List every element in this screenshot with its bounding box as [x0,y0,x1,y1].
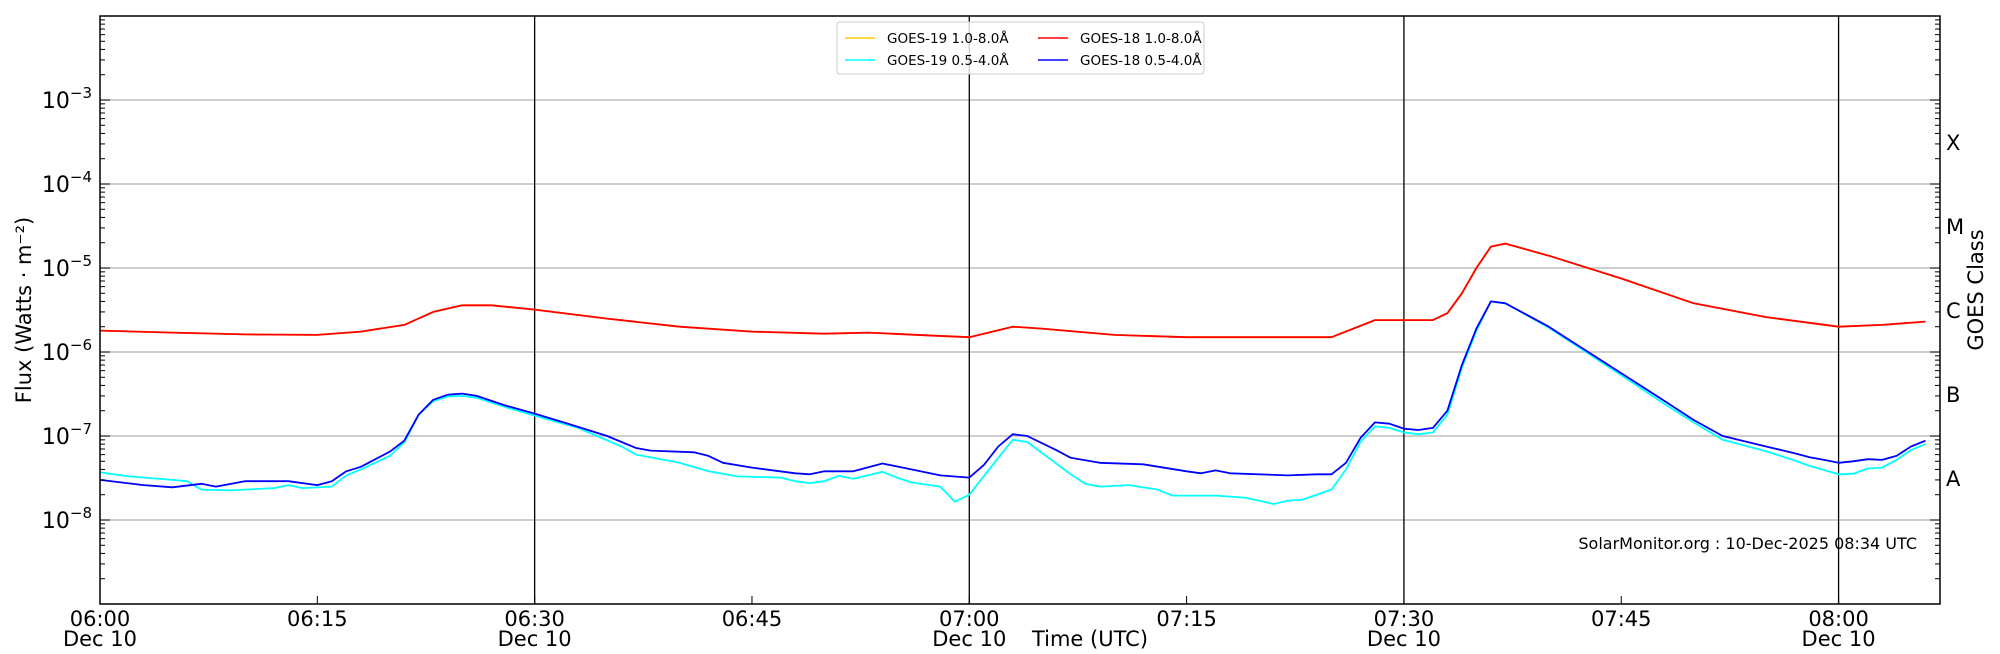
y2-axis-label: GOES Class [1964,229,1988,350]
y-tick-label: 10−8 [42,504,92,534]
plot-area [100,242,1926,505]
plot-frame [99,15,1941,605]
y-tick-base: 10 [42,341,70,366]
series-line-3 [100,300,1926,489]
legend-box [836,21,1205,75]
goes-class-labels: X M C B A [1946,131,1964,491]
x-tick-date: Dec 10 [1367,627,1441,650]
x-tick-label: 07:30 [1374,607,1435,631]
x-tick-label: 06:45 [722,607,783,631]
y-tick-label: 10−6 [42,336,92,366]
x-tick-date: Dec 10 [63,627,137,650]
legend-label: GOES-18 0.5-4.0Å [1080,52,1202,69]
y-tick-exponent: −6 [70,336,92,354]
x-tick-label: 08:00 [1808,607,1869,631]
goes-class-B: B [1946,383,1960,407]
series-lines [100,242,1926,505]
legend: GOES-19 1.0-8.0Å GOES-19 0.5-4.0Å GOES-18 … [836,21,1205,75]
source-annotation: SolarMonitor.org : 10-Dec-2025 08:34 UTC [1578,534,1917,553]
y-tick-label: 10−5 [42,252,92,282]
y-axis-ticks: 10−810−710−610−510−410−3 [42,19,1940,605]
day-marker-lines [533,16,1840,604]
x-tick-label: 07:00 [939,607,1000,631]
x-tick-date: Dec 10 [1802,627,1876,650]
legend-label: GOES-19 1.0-8.0Å [887,30,1009,47]
legend-label: GOES-18 1.0-8.0Å [1080,30,1202,47]
goes-class-C: C [1946,299,1961,323]
legend-label: GOES-19 0.5-4.0Å [887,52,1009,69]
x-tick-label: 06:00 [70,607,131,631]
y-tick-base: 10 [42,509,70,534]
y-tick-base: 10 [42,257,70,282]
y-tick-exponent: −7 [70,420,92,438]
x-tick-date: Dec 10 [498,627,572,650]
y-tick-label: 10−4 [42,168,92,198]
x-tick-label: 06:15 [287,607,348,631]
y-tick-base: 10 [42,173,70,198]
series-line-2 [100,300,1926,505]
x-axis-label: Time (UTC) [1031,627,1148,650]
goes-class-A: A [1946,467,1961,491]
x-tick-label: 06:30 [504,607,565,631]
x-tick-date: Dec 10 [932,627,1006,650]
y-axis-label: Flux (Watts · m⁻²) [12,217,36,403]
y-tick-base: 10 [42,425,70,450]
y-tick-label: 10−7 [42,420,92,450]
x-tick-label: 07:15 [1156,607,1217,631]
y-tick-exponent: −4 [70,168,92,186]
goes-class-X: X [1946,131,1960,155]
y-tick-exponent: −5 [70,252,92,270]
y-tick-exponent: −8 [70,504,92,522]
grid-lines [100,99,1940,521]
series-line-1 [100,242,1926,339]
y-tick-label: 10−3 [42,84,92,114]
y-tick-exponent: −3 [70,84,92,102]
x-tick-label: 07:45 [1591,607,1652,631]
y-tick-base: 10 [42,89,70,114]
goes-class-M: M [1946,215,1964,239]
series-line-0 [100,242,1926,339]
